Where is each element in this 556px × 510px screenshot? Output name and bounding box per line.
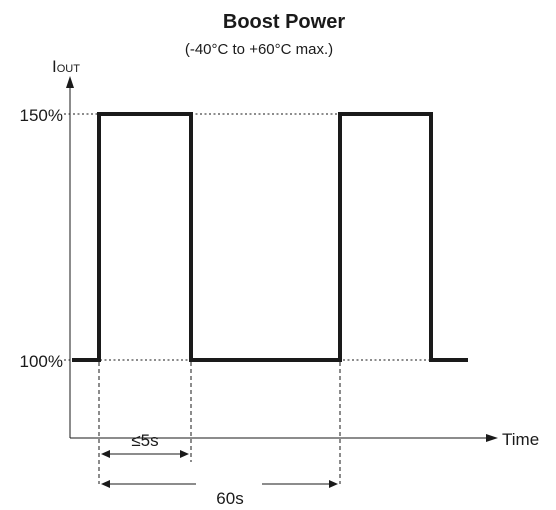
x-axis-label: Time xyxy=(502,430,539,449)
pulse-width-label: ≤5s xyxy=(131,431,158,450)
period-dimension xyxy=(101,480,338,488)
x-axis xyxy=(70,434,498,442)
svg-text:IOUT: IOUT xyxy=(52,57,80,76)
y-axis xyxy=(66,76,74,438)
period-label: 60s xyxy=(216,489,243,508)
pulse-width-dimension xyxy=(101,450,189,458)
y-axis-label: IOUT xyxy=(52,57,80,76)
y-axis-label-sub: OUT xyxy=(57,63,81,75)
level-label-high: 150% xyxy=(20,106,63,125)
diagram-subtitle: (-40°C to +60°C max.) xyxy=(185,41,333,58)
boost-waveform xyxy=(72,112,468,362)
level-label-low: 100% xyxy=(20,352,63,371)
diagram-title: Boost Power xyxy=(223,11,345,33)
y-axis-label-main: I xyxy=(52,57,57,76)
